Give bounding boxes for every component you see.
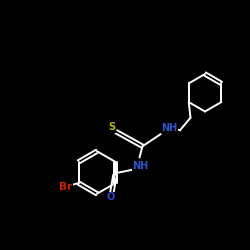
Text: NH: NH xyxy=(132,161,148,171)
Text: NH: NH xyxy=(161,123,178,133)
Text: S: S xyxy=(108,122,115,132)
Text: O: O xyxy=(106,192,115,202)
Text: Br: Br xyxy=(59,182,72,192)
